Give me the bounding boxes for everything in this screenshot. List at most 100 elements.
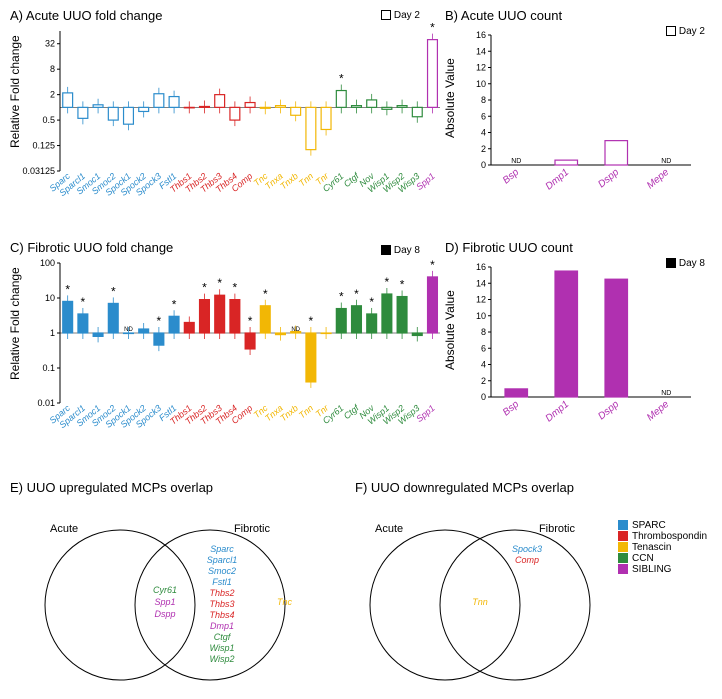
panel-a-ylabel: Relative Fold change bbox=[8, 35, 22, 148]
family-legend-item: SPARC bbox=[618, 520, 707, 531]
panel-c-ylabel: Relative Fold change bbox=[8, 267, 22, 380]
svg-text:Wisp1: Wisp1 bbox=[210, 643, 235, 653]
svg-text:Mepe: Mepe bbox=[645, 399, 672, 424]
svg-text:8: 8 bbox=[481, 95, 486, 105]
svg-text:*: * bbox=[217, 276, 222, 290]
svg-text:*: * bbox=[157, 314, 162, 328]
svg-text:ND: ND bbox=[291, 327, 300, 333]
svg-text:Dspp: Dspp bbox=[596, 167, 621, 191]
svg-text:10: 10 bbox=[476, 79, 486, 89]
svg-text:*: * bbox=[263, 287, 268, 301]
panel-e-svg: AcuteFibroticCyr61Spp1DsppSparcSparcl1Sm… bbox=[10, 495, 340, 695]
panel-d-ylabel: Absolute Value bbox=[443, 290, 457, 370]
panel-d-title: D) Fibrotic UUO count bbox=[445, 240, 710, 255]
svg-text:Mepe: Mepe bbox=[645, 167, 672, 192]
panel-f-svg: AcuteFibroticTnnSpock3Comp bbox=[355, 495, 615, 695]
svg-text:*: * bbox=[309, 314, 314, 328]
svg-text:ND: ND bbox=[661, 390, 671, 397]
svg-text:*: * bbox=[385, 275, 390, 289]
svg-text:*: * bbox=[81, 295, 86, 309]
svg-text:4: 4 bbox=[481, 128, 486, 138]
svg-text:Dspp: Dspp bbox=[154, 609, 175, 619]
svg-text:ND: ND bbox=[661, 158, 671, 165]
svg-text:4: 4 bbox=[481, 360, 486, 370]
panel-a-svg: 0.031250.1250.52832SparcSparcl1Smoc1Smoc… bbox=[28, 23, 423, 223]
panel-c-title: C) Fibrotic UUO fold change bbox=[10, 240, 410, 255]
panel-d-legend: Day 8 bbox=[666, 258, 705, 269]
panel-e: E) UUO upregulated MCPs overlap Acute Fib… bbox=[10, 480, 350, 698]
panel-a: A) Acute UUO fold change Day 2 Relative … bbox=[10, 8, 410, 226]
svg-text:Smoc2: Smoc2 bbox=[208, 566, 236, 576]
svg-text:Cyr61: Cyr61 bbox=[153, 585, 177, 595]
svg-text:Tnn: Tnn bbox=[297, 171, 315, 189]
svg-text:10: 10 bbox=[45, 293, 55, 303]
svg-text:14: 14 bbox=[476, 46, 486, 56]
svg-text:14: 14 bbox=[476, 278, 486, 288]
svg-text:*: * bbox=[430, 258, 435, 272]
svg-text:*: * bbox=[202, 281, 207, 295]
svg-text:*: * bbox=[400, 278, 405, 292]
svg-text:Dmp1: Dmp1 bbox=[544, 167, 572, 193]
svg-text:Acute: Acute bbox=[375, 523, 403, 535]
panel-c: C) Fibrotic UUO fold change Day 8 Relati… bbox=[10, 240, 410, 458]
panel-e-title: E) UUO upregulated MCPs overlap bbox=[10, 480, 350, 495]
svg-text:2: 2 bbox=[50, 90, 55, 100]
panel-c-legend: Day 8 bbox=[381, 245, 420, 256]
svg-text:Fibrotic: Fibrotic bbox=[234, 523, 271, 535]
svg-text:*: * bbox=[65, 282, 70, 296]
svg-text:0.5: 0.5 bbox=[42, 115, 55, 125]
svg-text:6: 6 bbox=[481, 111, 486, 121]
svg-text:0.1: 0.1 bbox=[42, 363, 55, 373]
family-legend-item: CCN bbox=[618, 553, 707, 564]
svg-text:*: * bbox=[354, 287, 359, 301]
svg-text:2: 2 bbox=[481, 376, 486, 386]
panel-b-title: B) Acute UUO count bbox=[445, 8, 710, 23]
svg-text:Thbs4: Thbs4 bbox=[209, 610, 234, 620]
panel-a-legend: Day 2 bbox=[381, 10, 420, 21]
panel-b-legend: Day 2 bbox=[666, 26, 705, 37]
panel-f-title: F) UUO downregulated MCPs overlap bbox=[355, 480, 615, 495]
svg-text:12: 12 bbox=[476, 63, 486, 73]
svg-text:*: * bbox=[339, 72, 344, 86]
svg-text:1: 1 bbox=[50, 328, 55, 338]
panel-c-svg: 0.010.1110100*Sparc*Sparcl1Smoc1*Smoc2ND… bbox=[28, 255, 423, 455]
svg-text:*: * bbox=[430, 21, 435, 35]
svg-text:Acute: Acute bbox=[50, 523, 78, 535]
svg-text:0: 0 bbox=[481, 160, 486, 170]
svg-text:ND: ND bbox=[124, 327, 133, 333]
svg-text:*: * bbox=[172, 297, 177, 311]
svg-text:0: 0 bbox=[481, 392, 486, 402]
svg-text:*: * bbox=[111, 284, 116, 298]
svg-text:Dmp1: Dmp1 bbox=[210, 621, 234, 631]
svg-text:32: 32 bbox=[45, 39, 55, 49]
svg-text:ND: ND bbox=[511, 158, 521, 165]
svg-text:10: 10 bbox=[476, 311, 486, 321]
svg-text:Tnc: Tnc bbox=[277, 597, 293, 607]
svg-text:Thbs2: Thbs2 bbox=[209, 588, 234, 598]
family-legend-item: Tenascin bbox=[618, 542, 707, 553]
svg-text:Bsp: Bsp bbox=[501, 399, 522, 419]
svg-text:Sparc: Sparc bbox=[210, 544, 234, 554]
svg-text:Dmp1: Dmp1 bbox=[544, 399, 572, 425]
svg-text:Comp: Comp bbox=[515, 555, 539, 565]
svg-text:0.125: 0.125 bbox=[32, 141, 55, 151]
svg-text:Wisp2: Wisp2 bbox=[210, 654, 235, 664]
svg-text:100: 100 bbox=[40, 258, 55, 268]
panel-d: D) Fibrotic UUO count Day 8 Absolute Val… bbox=[445, 240, 710, 458]
svg-text:Dspp: Dspp bbox=[596, 399, 621, 423]
svg-text:0.03125: 0.03125 bbox=[22, 166, 55, 176]
panel-b-svg: 0246810121416NDBspDmp1DsppNDMepe bbox=[463, 23, 708, 223]
svg-text:0.01: 0.01 bbox=[37, 398, 55, 408]
svg-text:Sparcl1: Sparcl1 bbox=[207, 555, 238, 565]
svg-text:*: * bbox=[369, 295, 374, 309]
svg-text:Tnn: Tnn bbox=[472, 597, 488, 607]
svg-text:8: 8 bbox=[481, 327, 486, 337]
svg-text:Fstl1: Fstl1 bbox=[212, 577, 232, 587]
svg-text:Bsp: Bsp bbox=[501, 167, 522, 187]
svg-text:*: * bbox=[233, 281, 238, 295]
svg-text:2: 2 bbox=[481, 144, 486, 154]
svg-text:Tnn: Tnn bbox=[297, 403, 315, 421]
family-legend: SPARCThrombospondinTenascinCCNSIBLING bbox=[618, 520, 707, 575]
svg-text:6: 6 bbox=[481, 343, 486, 353]
svg-text:16: 16 bbox=[476, 262, 486, 272]
